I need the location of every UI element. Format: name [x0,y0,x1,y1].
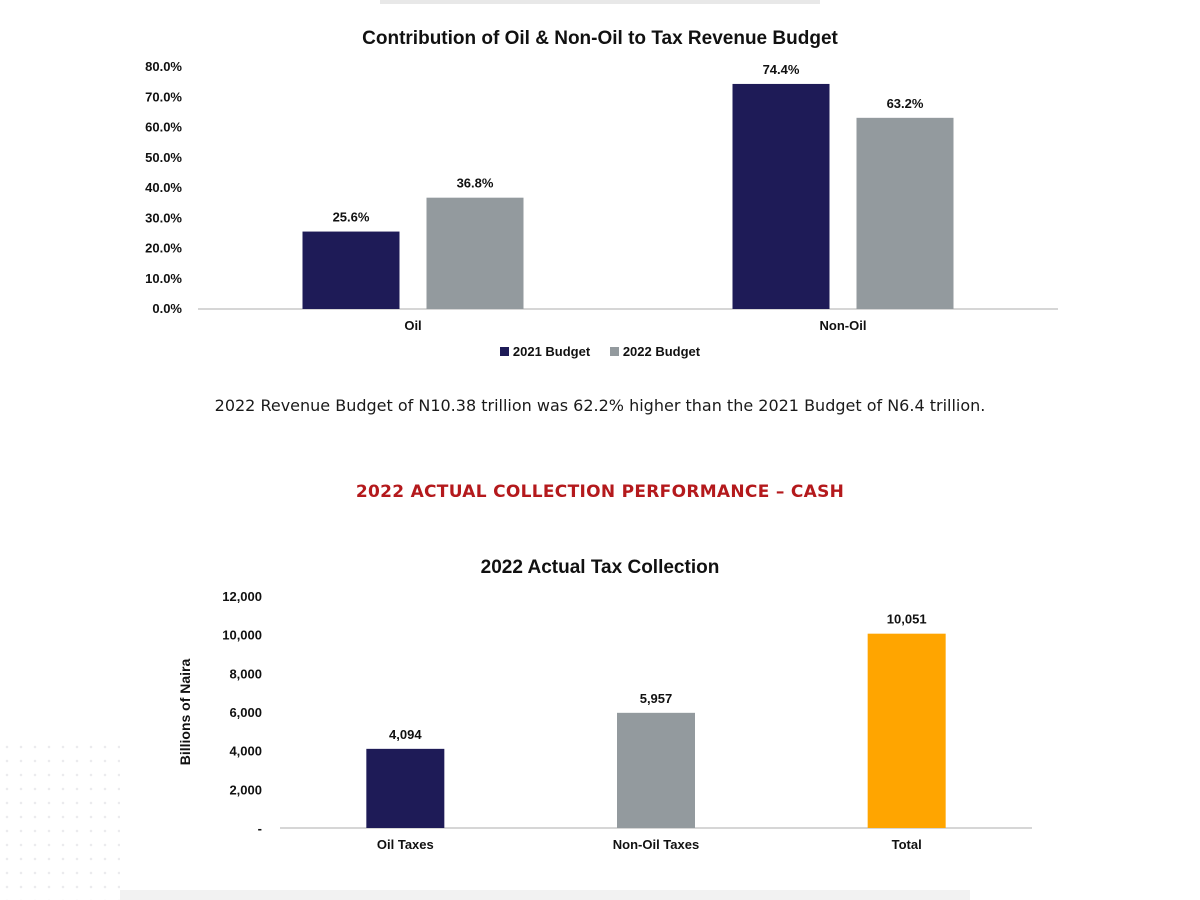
y-tick-label: 30.0% [145,210,182,225]
data-label: 36.8% [457,176,494,191]
bar-non-oil-1 [856,117,954,309]
y-tick-label: 80.0% [145,59,182,74]
y-tick-label: 10.0% [145,271,182,286]
y-tick-label: 8,000 [229,666,262,681]
x-tick-label: Total [892,837,922,852]
y-tick-label: 10,000 [222,628,262,643]
chart2-svg: - 2,000 4,000 6,000 8,000 10,000 12,000 Billion… [177,589,1032,852]
data-label: 63.2% [887,96,924,111]
data-label: 4,094 [389,727,422,742]
x-tick-label: Non-Oil Taxes [613,837,699,852]
x-tick-label: Non-Oil [820,318,867,333]
y-tick-label: 12,000 [222,589,262,604]
chart1-legend: 2021 Budget 2022 Budget [0,344,1200,359]
decorative-dots [0,740,120,900]
y-tick-label: 0.0% [152,301,182,316]
y-tick-label: 60.0% [145,120,182,135]
x-tick-label: Oil [404,318,421,333]
chart2-title: 2022 Actual Tax Collection [480,557,720,578]
data-label: 74.4% [763,62,800,77]
y-tick-label: 70.0% [145,89,182,104]
y-tick-label: 40.0% [145,180,182,195]
chart1-svg: 0.0% 10.0% 20.0% 30.0% 40.0% 50.0% 60.0% 70.0% 8… [145,59,1058,333]
y-tick-label: 2,000 [229,782,262,797]
chart1-title: Contribution of Oil & Non-Oil to Tax Rev… [362,28,838,49]
legend-label-2021: 2021 Budget [512,344,591,359]
top-fade-strip [380,0,820,4]
bar-non-oil-0 [732,83,830,309]
y-tick-label: 6,000 [229,705,262,720]
bar-total [867,633,946,828]
bar-oil-0 [302,231,400,309]
data-label: 10,051 [887,612,927,627]
bar-non-oil-taxes [617,712,695,828]
bar-oil-1 [426,197,524,309]
legend-label-2022: 2022 Budget [622,344,701,359]
y-tick-label: - [258,821,262,836]
summary-text: 2022 Revenue Budget of N10.38 trillion w… [214,396,986,415]
legend-item-2021: 2021 Budget [499,344,591,359]
section-heading: 2022 ACTUAL COLLECTION PERFORMANCE – CAS… [355,482,845,502]
y-tick-label: 20.0% [145,241,182,256]
bar-oil-taxes [366,748,445,828]
data-label: 5,957 [640,691,673,706]
legend-swatch-2022 [609,347,619,356]
bottom-fade-strip [120,890,970,900]
legend-swatch-2021 [499,347,509,356]
y-axis-label: Billions of Naira [177,659,193,766]
data-label: 25.6% [333,210,370,225]
y-tick-label: 50.0% [145,150,182,165]
x-tick-label: Oil Taxes [377,837,434,852]
legend-item-2022: 2022 Budget [609,344,701,359]
y-tick-label: 4,000 [229,744,262,759]
